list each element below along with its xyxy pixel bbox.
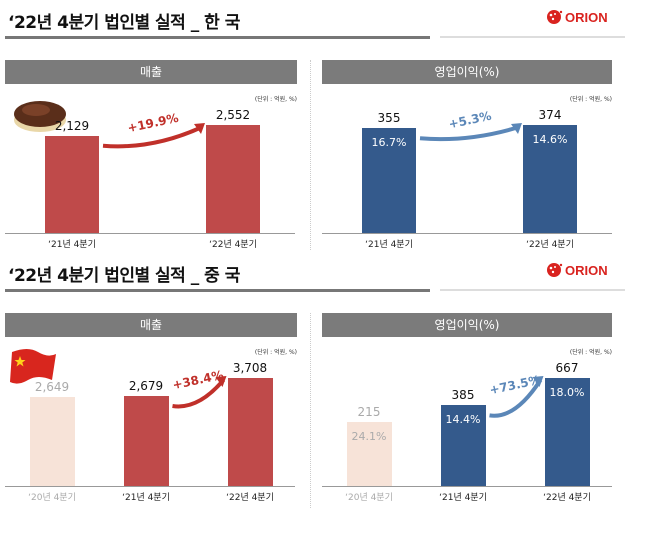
value-label: 2,129 xyxy=(54,118,90,133)
title-underline xyxy=(5,289,430,292)
bar xyxy=(544,378,590,486)
bar xyxy=(346,421,392,486)
value-label: 2,649 xyxy=(34,379,70,394)
panel-header-sales: 매출 xyxy=(5,313,297,337)
category-label: ‘21년 4분기 xyxy=(48,240,96,250)
category-label: ‘21년 4분기 xyxy=(122,493,170,503)
category-label: ‘21년 4분기 xyxy=(365,240,413,250)
chart-baseline xyxy=(5,233,295,234)
growth-arrow-line xyxy=(172,378,226,409)
category-label: ‘22년 4분기 xyxy=(226,493,274,503)
value-label: 385 xyxy=(451,388,475,403)
unit-label: (단위 : 억원, %) xyxy=(254,96,297,103)
panel-header-sales: 매출 xyxy=(5,60,297,84)
growth-arrow-icon xyxy=(419,123,522,142)
orion-logo: ORION xyxy=(545,9,608,25)
growth-arrow-icon xyxy=(102,123,205,149)
title-underline-light xyxy=(440,36,625,38)
unit-label: (단위 : 억원, %) xyxy=(569,349,612,356)
growth-arrow-line xyxy=(419,125,520,142)
category-label: ‘21년 4분기 xyxy=(439,493,487,503)
category-label: ‘20년 4분기 xyxy=(345,493,393,503)
section-title-china: ‘22년 4분기 법인별 실적 _ 중 국 xyxy=(8,266,240,286)
growth-arrow-line xyxy=(102,125,203,149)
growth-arrow-line xyxy=(489,378,543,418)
bar xyxy=(206,125,260,233)
margin-label: 18.0% xyxy=(549,386,585,399)
orion-logo: ORION xyxy=(545,262,608,278)
panel-header-op: 영업이익(%) xyxy=(322,313,612,337)
unit-label: (단위 : 억원, %) xyxy=(569,96,612,103)
panel-divider xyxy=(310,313,311,508)
title-underline-light xyxy=(440,289,625,291)
value-label: 667 xyxy=(555,361,579,375)
growth-arrow-icon xyxy=(489,376,544,418)
chart-china-op: 215 24.1% ‘20년 4분기 385 14.4% ‘21년 4분기 667 18.0%… xyxy=(322,346,612,506)
bar xyxy=(362,128,416,233)
orion-logo-text: ORION xyxy=(565,9,608,25)
category-label: ‘20년 4분기 xyxy=(28,493,76,503)
growth-arrow-icon xyxy=(172,376,227,409)
margin-label: 14.6% xyxy=(532,133,568,146)
choco-pie-image xyxy=(14,101,66,132)
value-label: 355 xyxy=(377,111,401,126)
chart-korea-op: 355 16.7% ‘21년 4분기 374 14.6% ‘22년 4분기 +5.3% xyxy=(322,93,612,253)
bar xyxy=(523,125,577,233)
value-label: 374 xyxy=(538,108,562,122)
panel-header-op: 영업이익(%) xyxy=(322,60,612,84)
value-label: 2,552 xyxy=(215,108,251,122)
growth-arrow-head xyxy=(194,123,205,134)
margin-label: 14.4% xyxy=(445,413,481,427)
category-label: ‘22년 4분기 xyxy=(209,240,257,250)
bar xyxy=(45,135,99,233)
orion-logo-icon xyxy=(547,263,563,277)
section-title-korea: ‘22년 4분기 법인별 실적 _ 한 국 xyxy=(8,13,240,33)
growth-arrow-head xyxy=(511,123,522,134)
margin-label: 24.1% xyxy=(351,429,387,443)
title-underline xyxy=(5,36,430,39)
value-label: 2,679 xyxy=(128,378,164,393)
bar xyxy=(440,405,486,486)
chart-baseline xyxy=(322,486,612,487)
chart-china-sales: 2,649 ‘20년 4분기 2,679 ‘21년 4분기 3,708 ‘22년 4분기 +… xyxy=(5,346,295,506)
unit-label: (단위 : 억원, %) xyxy=(254,349,297,356)
value-label: 3,708 xyxy=(232,361,268,375)
chart-baseline xyxy=(322,233,612,234)
chart-baseline xyxy=(5,486,295,487)
orion-logo-text: ORION xyxy=(565,262,608,278)
margin-label: 16.7% xyxy=(371,136,407,150)
category-label: ‘22년 4분기 xyxy=(526,240,574,250)
growth-arrow-head xyxy=(532,376,544,387)
chart-korea-sales: 2,129 ‘21년 4분기 2,552 ‘22년 4분기 +19.9% xyxy=(5,93,295,253)
value-label: 215 xyxy=(357,404,381,419)
bar xyxy=(29,396,75,486)
orion-logo-icon xyxy=(547,10,563,24)
bar xyxy=(123,395,169,486)
growth-arrow-head xyxy=(215,376,227,387)
china-flag-image xyxy=(10,349,56,384)
category-label: ‘22년 4분기 xyxy=(543,493,591,503)
bar xyxy=(227,378,273,486)
panel-divider xyxy=(310,60,311,250)
